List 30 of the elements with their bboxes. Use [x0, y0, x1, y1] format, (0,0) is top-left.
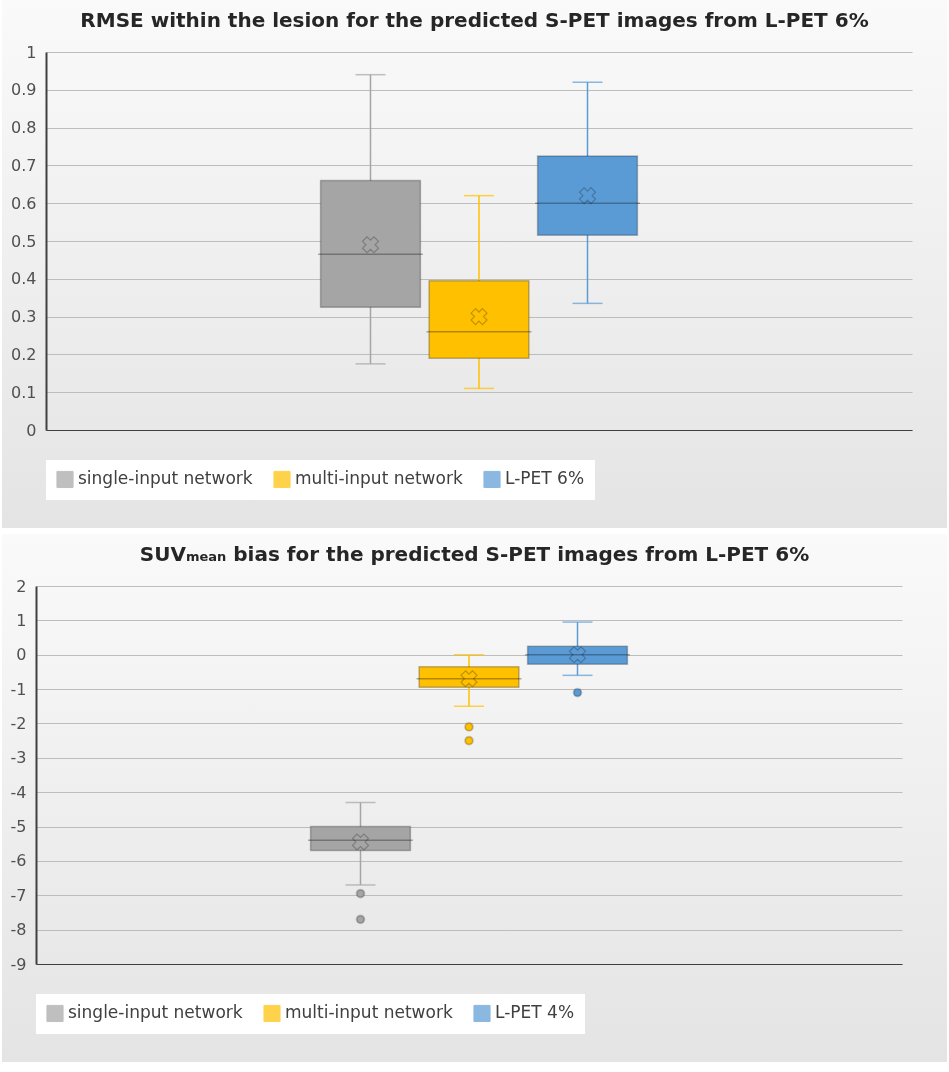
y-tick-label: 0.5 [11, 231, 37, 251]
y-tick-label: 0.1 [11, 382, 37, 402]
y-tick-label: -9 [10, 954, 27, 974]
y-tick-label: -6 [10, 851, 27, 871]
legend-label: single-input network [78, 468, 253, 489]
chart-title: RMSE within the lesion for the predicted S-PET images from L-PET 6% [79, 8, 870, 34]
legend-label: single-input network [68, 1002, 243, 1023]
y-tick-label: -1 [10, 679, 27, 699]
y-tick-label: -2 [10, 713, 27, 733]
y-tick-label: 0.8 [11, 118, 37, 138]
y-tick-label: 0.4 [11, 269, 37, 289]
y-tick-label: -5 [10, 817, 27, 837]
y-tick-label: 0.3 [11, 307, 37, 327]
y-tick-label: 0.7 [11, 155, 37, 175]
y-tick-label: 0.2 [11, 344, 37, 364]
legend-label: multi-input network [295, 468, 463, 489]
legend-label: L-PET 6% [505, 468, 585, 489]
y-tick-label: 2 [16, 576, 27, 596]
y-tick-label: -8 [10, 920, 27, 940]
y-tick-label: 0.9 [11, 80, 37, 100]
y-tick-label: 0 [16, 645, 27, 665]
y-tick-label: -3 [10, 748, 27, 768]
legend-label: L-PET 4% [495, 1002, 575, 1023]
y-tick-label: 1 [26, 42, 37, 62]
y-tick-label: 0.6 [11, 193, 37, 213]
y-tick-label: -4 [10, 782, 27, 802]
legend-label: multi-input network [285, 1002, 453, 1023]
y-tick-label: 1 [16, 610, 27, 630]
y-tick-label: 0 [26, 420, 37, 440]
y-tick-label: -7 [10, 885, 27, 905]
